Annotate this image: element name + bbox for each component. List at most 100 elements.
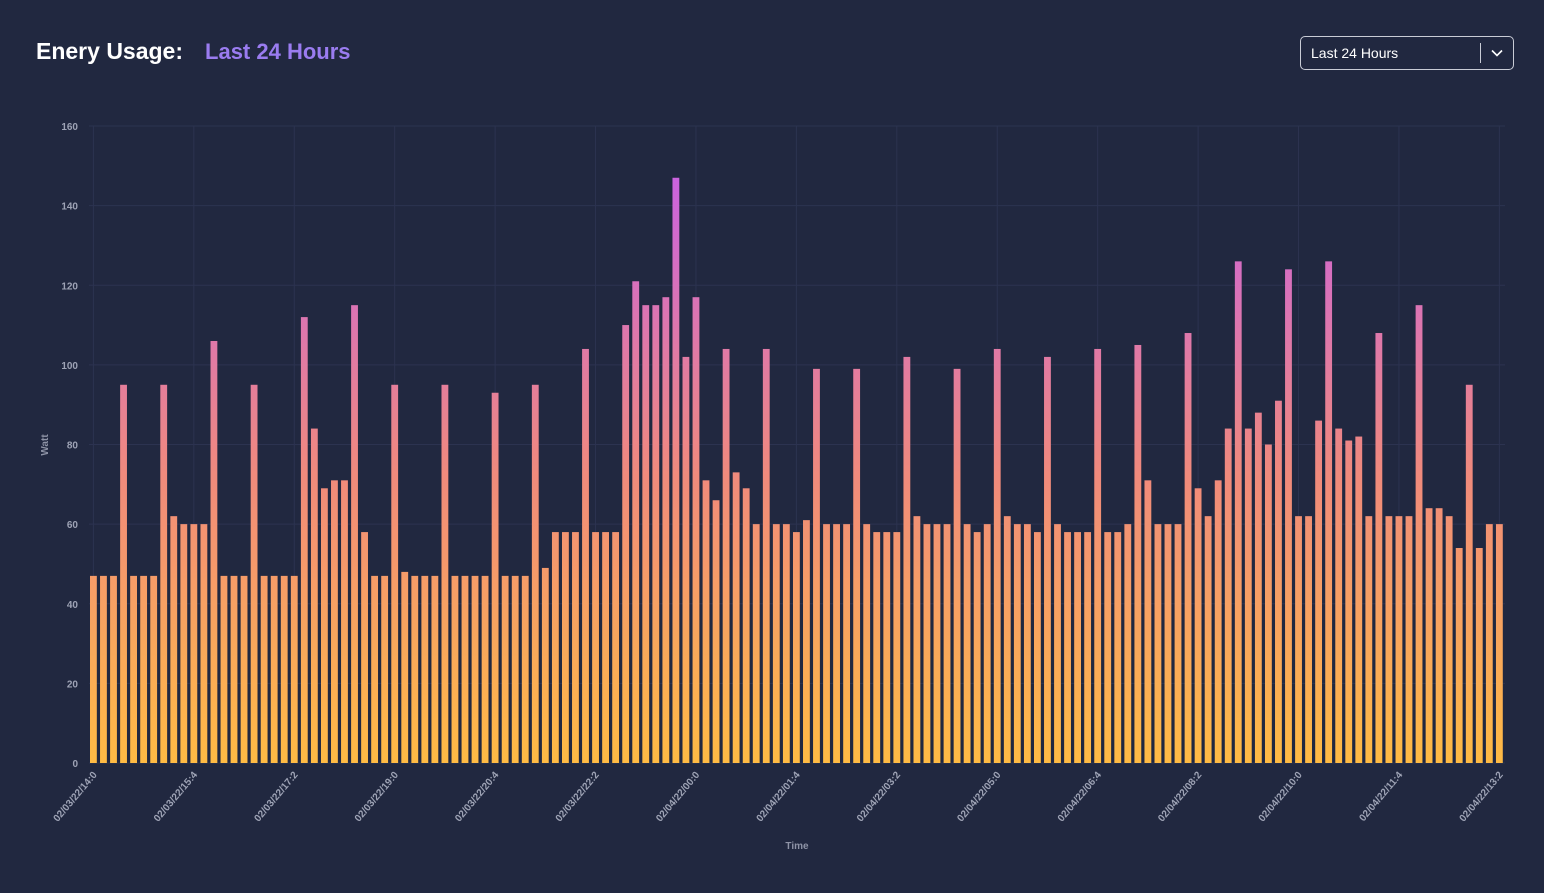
- bar: [1445, 516, 1453, 763]
- bar: [903, 356, 911, 763]
- bar: [1234, 261, 1242, 763]
- bar: [1124, 524, 1132, 764]
- bar: [341, 480, 348, 763]
- bar: [1013, 524, 1021, 764]
- bar: [823, 524, 830, 764]
- bar: [1285, 269, 1292, 763]
- x-tick-label: 02/04/22/06:4: [1056, 770, 1104, 825]
- bar: [682, 356, 690, 763]
- bar: [381, 575, 389, 763]
- bar: [1184, 333, 1192, 763]
- bar: [471, 575, 479, 763]
- bar: [160, 384, 168, 763]
- bar: [421, 575, 429, 763]
- bar: [411, 575, 419, 763]
- x-tick-label: 02/04/22/00:0: [654, 770, 702, 825]
- bar: [401, 571, 409, 763]
- bar: [1254, 412, 1262, 763]
- y-tick-label: 80: [67, 441, 79, 452]
- y-tick-label: 60: [67, 520, 79, 531]
- bar: [511, 575, 519, 763]
- bar: [1295, 516, 1302, 763]
- bar: [1084, 532, 1092, 763]
- bar: [873, 532, 881, 763]
- bar: [310, 428, 318, 763]
- x-axis-label: Time: [785, 841, 809, 852]
- chart-bars: [90, 177, 1503, 764]
- bar: [762, 348, 770, 763]
- bar: [391, 384, 399, 763]
- bar: [120, 384, 127, 763]
- chevron-down-icon[interactable]: [1481, 49, 1513, 57]
- bar: [371, 575, 379, 763]
- x-tick-label: 02/03/22/22:2: [554, 770, 602, 825]
- bar: [190, 524, 198, 764]
- bar: [551, 532, 559, 763]
- bar: [280, 575, 288, 763]
- bar: [602, 532, 609, 763]
- y-tick-label: 160: [61, 122, 78, 133]
- bar: [1465, 384, 1473, 763]
- bar: [491, 392, 499, 763]
- bar: [300, 317, 308, 763]
- bar: [521, 575, 529, 763]
- page-header: Enery Usage: Last 24 Hours: [36, 38, 351, 65]
- x-tick-label: 02/03/22/17:2: [252, 770, 300, 825]
- bar: [1094, 348, 1102, 763]
- bar: [290, 575, 298, 763]
- bar: [140, 575, 148, 763]
- bar: [1214, 480, 1222, 763]
- bar: [953, 368, 961, 763]
- bar: [1264, 444, 1272, 763]
- energy-chart: 0 20 40 60 80 100 120 140 160 02/03/22/14:0 02/03…: [0, 100, 1544, 888]
- x-tick-label: 02/03/22/15:4: [152, 770, 200, 825]
- bar: [562, 532, 569, 763]
- bar: [541, 567, 549, 763]
- bar: [1244, 428, 1252, 763]
- bar: [983, 524, 991, 764]
- x-axis-ticks: 02/03/22/14:0 02/03/22/15:4 02/03/22/17:2 0…: [52, 770, 1506, 825]
- bar: [1034, 532, 1041, 763]
- bar: [200, 524, 208, 764]
- time-range-select[interactable]: Last 24 Hours: [1300, 36, 1514, 70]
- bar: [1003, 516, 1011, 763]
- bar: [1144, 480, 1152, 763]
- bar: [1114, 532, 1122, 763]
- bar: [100, 575, 107, 763]
- bar: [1134, 344, 1142, 763]
- bar: [170, 516, 178, 763]
- bar: [1395, 516, 1403, 763]
- bar: [722, 348, 730, 763]
- bar: [1154, 524, 1162, 764]
- bar: [481, 575, 489, 763]
- bar: [1425, 508, 1433, 763]
- bar: [1325, 261, 1333, 763]
- select-divider: [1480, 43, 1481, 63]
- x-tick-label: 02/04/22/01:4: [755, 770, 803, 825]
- bar: [130, 575, 137, 763]
- y-axis-label: Watt: [40, 434, 51, 456]
- bar: [320, 488, 328, 763]
- bar: [833, 524, 840, 764]
- bar: [1074, 532, 1081, 763]
- bar: [1375, 333, 1383, 763]
- bar: [250, 384, 258, 763]
- bar: [1054, 524, 1061, 764]
- bar: [1104, 532, 1112, 763]
- bar: [150, 575, 158, 763]
- bar: [230, 575, 238, 763]
- bar: [180, 524, 188, 764]
- y-tick-label: 40: [67, 600, 79, 611]
- bar: [1365, 516, 1373, 763]
- bar: [863, 524, 871, 764]
- page-title: Enery Usage:: [36, 38, 184, 64]
- bar: [361, 532, 368, 763]
- bar: [1224, 428, 1232, 763]
- bar: [240, 575, 248, 763]
- bar: [943, 524, 951, 764]
- bar: [732, 472, 740, 763]
- x-tick-label: 02/04/22/13:2: [1458, 770, 1506, 825]
- bar: [752, 524, 760, 764]
- bar: [90, 575, 97, 763]
- bar: [843, 524, 851, 764]
